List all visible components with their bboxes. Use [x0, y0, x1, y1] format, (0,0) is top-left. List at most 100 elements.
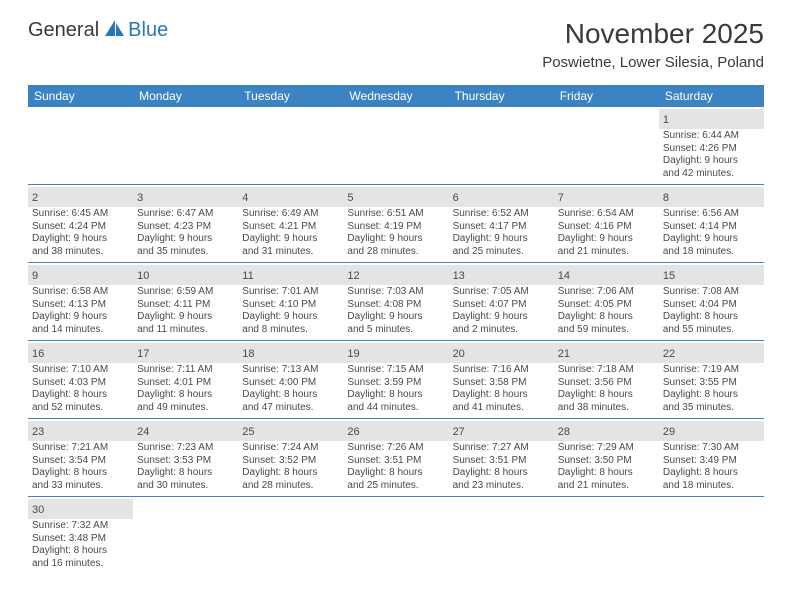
- day-details: Sunrise: 6:44 AMSunset: 4:26 PMDaylight:…: [663, 130, 760, 180]
- weekday-cell: Sunday: [28, 85, 133, 107]
- day-cell: 26Sunrise: 7:26 AMSunset: 3:51 PMDayligh…: [343, 419, 448, 496]
- day-cell: 20Sunrise: 7:16 AMSunset: 3:58 PMDayligh…: [449, 341, 554, 418]
- day-details: Sunrise: 7:32 AMSunset: 3:48 PMDaylight:…: [32, 520, 129, 570]
- day-number-row: 26: [343, 421, 448, 441]
- day-number: 2: [32, 192, 38, 204]
- day-cell: 9 Sunrise: 6:58 AMSunset: 4:13 PMDaylight…: [28, 263, 133, 340]
- week-row: 9 Sunrise: 6:58 AMSunset: 4:13 PMDaylight…: [28, 263, 764, 341]
- day-number: 24: [137, 426, 149, 438]
- day-number: 9: [32, 270, 38, 282]
- day-details: Sunrise: 7:10 AMSunset: 4:03 PMDaylight:…: [32, 364, 129, 414]
- day-number-row: 3: [133, 187, 238, 207]
- day-number: 8: [663, 192, 669, 204]
- weekday-header-row: SundayMondayTuesdayWednesdayThursdayFrid…: [28, 85, 764, 107]
- day-number-row: 4: [238, 187, 343, 207]
- day-details: Sunrise: 6:49 AMSunset: 4:21 PMDaylight:…: [242, 208, 339, 258]
- day-details: Sunrise: 7:18 AMSunset: 3:56 PMDaylight:…: [558, 364, 655, 414]
- day-cell: 27Sunrise: 7:27 AMSunset: 3:51 PMDayligh…: [449, 419, 554, 496]
- day-cell: 30Sunrise: 7:32 AMSunset: 3:48 PMDayligh…: [28, 497, 133, 574]
- day-cell: 12Sunrise: 7:03 AMSunset: 4:08 PMDayligh…: [343, 263, 448, 340]
- day-number-row: 22: [659, 343, 764, 363]
- day-number: 10: [137, 270, 149, 282]
- day-details: Sunrise: 6:47 AMSunset: 4:23 PMDaylight:…: [137, 208, 234, 258]
- day-number: 21: [558, 348, 570, 360]
- day-number-row: 8: [659, 187, 764, 207]
- day-number-row: 1: [659, 109, 764, 129]
- day-number-row: 27: [449, 421, 554, 441]
- day-cell: 13Sunrise: 7:05 AMSunset: 4:07 PMDayligh…: [449, 263, 554, 340]
- day-number-row: 29: [659, 421, 764, 441]
- day-number: 11: [242, 270, 253, 282]
- day-cell: 11Sunrise: 7:01 AMSunset: 4:10 PMDayligh…: [238, 263, 343, 340]
- day-cell: 24 Sunrise: 7:23 AMSunset: 3:53 PMDayligh…: [133, 419, 238, 496]
- day-details: Sunrise: 7:08 AMSunset: 4:04 PMDaylight:…: [663, 286, 760, 336]
- day-details: Sunrise: 7:29 AMSunset: 3:50 PMDaylight:…: [558, 442, 655, 492]
- day-details: Sunrise: 6:56 AMSunset: 4:14 PMDaylight:…: [663, 208, 760, 258]
- day-number-row: 5: [343, 187, 448, 207]
- weekday-cell: Thursday: [449, 85, 554, 107]
- day-cell: 6 Sunrise: 6:52 AMSunset: 4:17 PMDaylight…: [449, 185, 554, 262]
- logo-sail-icon: [104, 18, 126, 43]
- day-number: 3: [137, 192, 143, 204]
- day-number: 6: [453, 192, 459, 204]
- day-number: 15: [663, 270, 675, 282]
- day-details: Sunrise: 7:16 AMSunset: 3:58 PMDaylight:…: [453, 364, 550, 414]
- day-number-row: 17: [133, 343, 238, 363]
- day-number: 25: [242, 426, 254, 438]
- week-row: 2 Sunrise: 6:45 AMSunset: 4:24 PMDaylight…: [28, 185, 764, 263]
- day-details: Sunrise: 6:45 AMSunset: 4:24 PMDaylight:…: [32, 208, 129, 258]
- day-cell: 1 Sunrise: 6:44 AMSunset: 4:26 PMDaylight…: [659, 107, 764, 184]
- day-number: 19: [347, 348, 359, 360]
- day-cell: 21 Sunrise: 7:18 AMSunset: 3:56 PMDayligh…: [554, 341, 659, 418]
- day-cell: 17Sunrise: 7:11 AMSunset: 4:01 PMDayligh…: [133, 341, 238, 418]
- day-details: Sunrise: 7:15 AMSunset: 3:59 PMDaylight:…: [347, 364, 444, 414]
- day-number-row: 13: [449, 265, 554, 285]
- weekday-cell: Friday: [554, 85, 659, 107]
- day-details: Sunrise: 7:30 AMSunset: 3:49 PMDaylight:…: [663, 442, 760, 492]
- week-row: 1 Sunrise: 6:44 AMSunset: 4:26 PMDaylight…: [28, 107, 764, 185]
- day-cell: 25 Sunrise: 7:24 AMSunset: 3:52 PMDayligh…: [238, 419, 343, 496]
- day-number: 1: [663, 114, 669, 126]
- weekday-cell: Monday: [133, 85, 238, 107]
- day-cell: [343, 107, 448, 184]
- day-number: 27: [453, 426, 465, 438]
- logo: General Blue: [28, 18, 168, 43]
- day-cell: [659, 497, 764, 574]
- day-cell: [133, 497, 238, 574]
- day-cell: [554, 497, 659, 574]
- day-number: 22: [663, 348, 675, 360]
- day-number: 7: [558, 192, 564, 204]
- weekday-cell: Tuesday: [238, 85, 343, 107]
- day-cell: 23Sunrise: 7:21 AMSunset: 3:54 PMDayligh…: [28, 419, 133, 496]
- day-cell: 14Sunrise: 7:06 AMSunset: 4:05 PMDayligh…: [554, 263, 659, 340]
- day-number-row: 24: [133, 421, 238, 441]
- day-details: Sunrise: 7:24 AMSunset: 3:52 PMDaylight:…: [242, 442, 339, 492]
- day-number: 28: [558, 426, 570, 438]
- weekday-cell: Saturday: [659, 85, 764, 107]
- day-details: Sunrise: 7:06 AMSunset: 4:05 PMDaylight:…: [558, 286, 655, 336]
- day-number: 4: [242, 192, 248, 204]
- day-details: Sunrise: 6:52 AMSunset: 4:17 PMDaylight:…: [453, 208, 550, 258]
- day-number: 26: [347, 426, 359, 438]
- location: Poswietne, Lower Silesia, Poland: [542, 54, 764, 71]
- week-row: 16Sunrise: 7:10 AMSunset: 4:03 PMDayligh…: [28, 341, 764, 419]
- day-cell: 5Sunrise: 6:51 AMSunset: 4:19 PMDaylight…: [343, 185, 448, 262]
- day-number-row: 18: [238, 343, 343, 363]
- day-number: 23: [32, 426, 44, 438]
- week-row: 23Sunrise: 7:21 AMSunset: 3:54 PMDayligh…: [28, 419, 764, 497]
- day-cell: [449, 497, 554, 574]
- week-row: 30Sunrise: 7:32 AMSunset: 3:48 PMDayligh…: [28, 497, 764, 574]
- day-details: Sunrise: 6:58 AMSunset: 4:13 PMDaylight:…: [32, 286, 129, 336]
- day-cell: 7Sunrise: 6:54 AMSunset: 4:16 PMDaylight…: [554, 185, 659, 262]
- day-cell: 22Sunrise: 7:19 AMSunset: 3:55 PMDayligh…: [659, 341, 764, 418]
- day-details: Sunrise: 7:13 AMSunset: 4:00 PMDaylight:…: [242, 364, 339, 414]
- day-cell: 19 Sunrise: 7:15 AMSunset: 3:59 PMDayligh…: [343, 341, 448, 418]
- day-cell: 28 Sunrise: 7:29 AMSunset: 3:50 PMDayligh…: [554, 419, 659, 496]
- day-number-row: 14: [554, 265, 659, 285]
- day-number-row: 28: [554, 421, 659, 441]
- day-cell: 15 Sunrise: 7:08 AMSunset: 4:04 PMDayligh…: [659, 263, 764, 340]
- day-details: Sunrise: 7:23 AMSunset: 3:53 PMDaylight:…: [137, 442, 234, 492]
- day-cell: [343, 497, 448, 574]
- day-number-row: 25: [238, 421, 343, 441]
- day-cell: [449, 107, 554, 184]
